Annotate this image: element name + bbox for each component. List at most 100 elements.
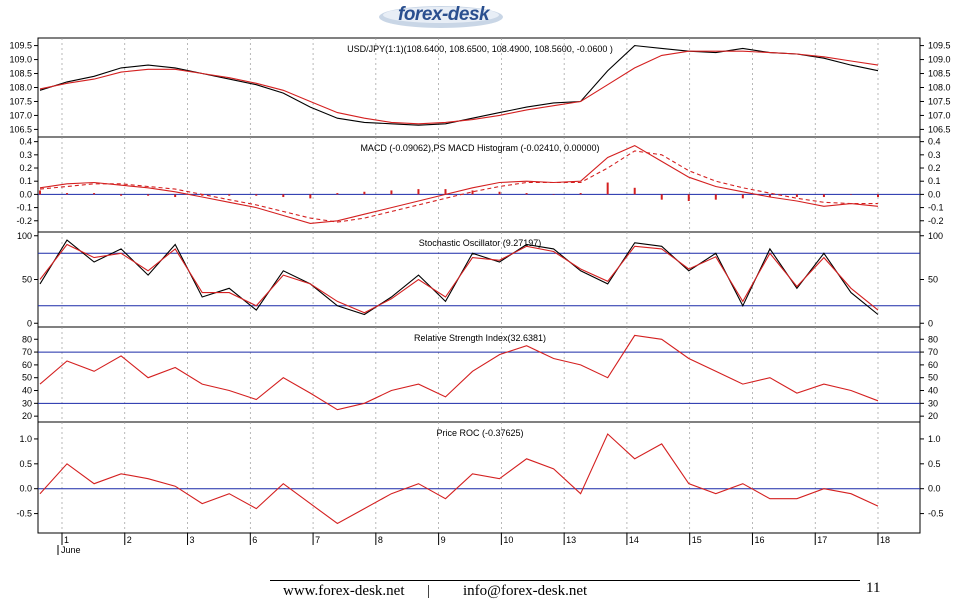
page-number: 11 bbox=[866, 580, 881, 596]
month-label: June bbox=[61, 545, 81, 555]
histogram-bar bbox=[255, 194, 258, 196]
panel-frame bbox=[37, 37, 921, 138]
histogram-bar bbox=[228, 194, 231, 196]
y-tick-label-right: 108.5 bbox=[928, 69, 951, 79]
y-tick-label-left: -0.2 bbox=[16, 216, 32, 226]
y-tick-label-left: 108.5 bbox=[9, 69, 32, 79]
x-tick-label: 17 bbox=[817, 535, 827, 545]
panel-macd: 0.4 0.4 0.3 0.3 0.2 0.2 0.1 0.1 0.0 0.0 -0.1 -0.1 -0… bbox=[16, 136, 944, 233]
y-tick-label-left: 70 bbox=[22, 347, 32, 357]
histogram-bar bbox=[282, 194, 285, 198]
histogram-bar bbox=[822, 194, 825, 198]
panel-title: MACD (-0.09062),PS MACD Histogram (-0.02… bbox=[360, 143, 599, 153]
y-tick-label-right: 50 bbox=[928, 373, 938, 383]
macd-line bbox=[39, 144, 879, 224]
panel-frame bbox=[37, 421, 921, 534]
y-tick-label-left: 20 bbox=[22, 411, 32, 421]
histogram-bar bbox=[877, 194, 879, 198]
panel-title: USD/JPY(1:1)(108.6400, 108.6500, 108.490… bbox=[347, 44, 613, 54]
panel-title: Price ROC (-0.37625) bbox=[436, 428, 523, 438]
moving-average-line bbox=[39, 50, 879, 125]
panel-rsi: 80 80 70 70 60 60 50 50 40 40 30 30 20 20 Relative Str… bbox=[22, 326, 938, 423]
y-tick-label-right: 60 bbox=[928, 360, 938, 370]
y-tick-label-left: 0 bbox=[27, 318, 32, 328]
panel-frame bbox=[37, 136, 921, 233]
histogram-bar bbox=[687, 194, 690, 201]
y-tick-label-left: 50 bbox=[22, 275, 32, 285]
histogram-bar bbox=[174, 194, 177, 198]
x-tick-label: 8 bbox=[378, 535, 383, 545]
x-tick-label: 7 bbox=[315, 535, 320, 545]
y-tick-label-left: 109.0 bbox=[9, 55, 32, 65]
y-tick-label-left: 30 bbox=[22, 398, 32, 408]
histogram-bar bbox=[795, 194, 798, 198]
y-tick-label-right: 107.5 bbox=[928, 96, 951, 106]
y-tick-label-left: 60 bbox=[22, 360, 32, 370]
y-tick-label-right: 0.0 bbox=[928, 189, 941, 199]
histogram-bar bbox=[309, 194, 312, 199]
y-tick-label-right: 0 bbox=[928, 318, 933, 328]
x-axis: 1 2 3 6 7 8 9 10 13 14 15 16 17 18 June bbox=[38, 532, 920, 555]
y-tick-label-right: -0.1 bbox=[928, 203, 944, 213]
x-tick-label: 9 bbox=[441, 535, 446, 545]
footer-email[interactable]: info@forex-desk.net bbox=[463, 583, 588, 599]
y-tick-label-left: 107.0 bbox=[9, 110, 32, 120]
y-tick-label-right: 0.2 bbox=[928, 163, 941, 173]
histogram-bar bbox=[417, 189, 420, 195]
y-tick-label-left: 50 bbox=[22, 373, 32, 383]
footer-separator: | bbox=[427, 583, 431, 599]
y-tick-label-left: 1.0 bbox=[19, 434, 32, 444]
y-tick-label-left: 0.4 bbox=[19, 137, 32, 147]
histogram-bar bbox=[390, 190, 393, 195]
histogram-bar bbox=[633, 187, 636, 195]
y-tick-label-left: 0.0 bbox=[19, 484, 32, 494]
y-tick-label-left: 109.5 bbox=[9, 41, 32, 51]
y-tick-label-right: 40 bbox=[928, 386, 938, 396]
stochastic-d-line bbox=[39, 243, 879, 314]
panel-price: 109.5 109.5 109.0 109.0 108.5 108.5 108.0 108.0… bbox=[9, 37, 951, 138]
histogram-bar bbox=[498, 191, 501, 195]
y-tick-label-right: 30 bbox=[928, 398, 938, 408]
histogram-bar bbox=[525, 193, 528, 195]
histogram-bar bbox=[39, 190, 41, 195]
histogram-bar bbox=[363, 191, 366, 195]
footer-divider bbox=[270, 580, 860, 581]
panel-roc: 1.0 1.0 0.5 0.5 0.0 0.0 -0.5 -0.5 Price ROC (-0.… bbox=[16, 421, 944, 534]
y-tick-label-right: 109.5 bbox=[928, 41, 951, 51]
panel-stochastic: 100 100 50 50 0 0 Stochastic Oscillator (9.271… bbox=[17, 231, 943, 329]
histogram-bar bbox=[849, 194, 852, 195]
x-tick-label: 1 bbox=[64, 535, 69, 545]
histogram-bar bbox=[120, 194, 123, 196]
histogram-bar bbox=[741, 194, 744, 199]
y-tick-label-left: 0.1 bbox=[19, 176, 32, 186]
y-tick-label-right: 0.4 bbox=[928, 137, 941, 147]
y-tick-label-right: -0.5 bbox=[928, 509, 944, 519]
histogram-bar bbox=[606, 182, 609, 195]
x-tick-label: 3 bbox=[190, 535, 195, 545]
panel-frame bbox=[37, 231, 921, 328]
y-tick-label-right: 0.3 bbox=[928, 150, 941, 160]
y-tick-label-right: 100 bbox=[928, 231, 943, 241]
x-tick-label: 15 bbox=[692, 535, 702, 545]
y-tick-label-left: 107.5 bbox=[9, 96, 32, 106]
y-tick-label-right: 70 bbox=[928, 347, 938, 357]
y-tick-label-left: 40 bbox=[22, 386, 32, 396]
panel-title: Relative Strength Index(32.6381) bbox=[414, 333, 546, 343]
y-tick-label-left: 106.5 bbox=[9, 124, 32, 134]
histogram-bar bbox=[768, 194, 771, 198]
histogram-bar bbox=[201, 194, 204, 196]
y-tick-label-left: 80 bbox=[22, 334, 32, 344]
x-tick-label: 10 bbox=[503, 535, 513, 545]
histogram-bar bbox=[93, 193, 96, 195]
panel-frame bbox=[37, 326, 921, 423]
y-tick-label-left: 0.3 bbox=[19, 150, 32, 160]
footer-website[interactable]: www.forex-desk.net bbox=[283, 583, 405, 599]
y-tick-label-right: 0.5 bbox=[928, 459, 941, 469]
y-tick-label-right: 1.0 bbox=[928, 434, 941, 444]
chart-panels: 109.5 109.5 109.0 109.0 108.5 108.5 108.0 108.0… bbox=[9, 37, 951, 534]
histogram-bar bbox=[66, 193, 69, 195]
x-tick-label: 6 bbox=[252, 535, 257, 545]
y-tick-label-right: 107.0 bbox=[928, 110, 951, 120]
y-tick-label-left: 0.5 bbox=[19, 459, 32, 469]
